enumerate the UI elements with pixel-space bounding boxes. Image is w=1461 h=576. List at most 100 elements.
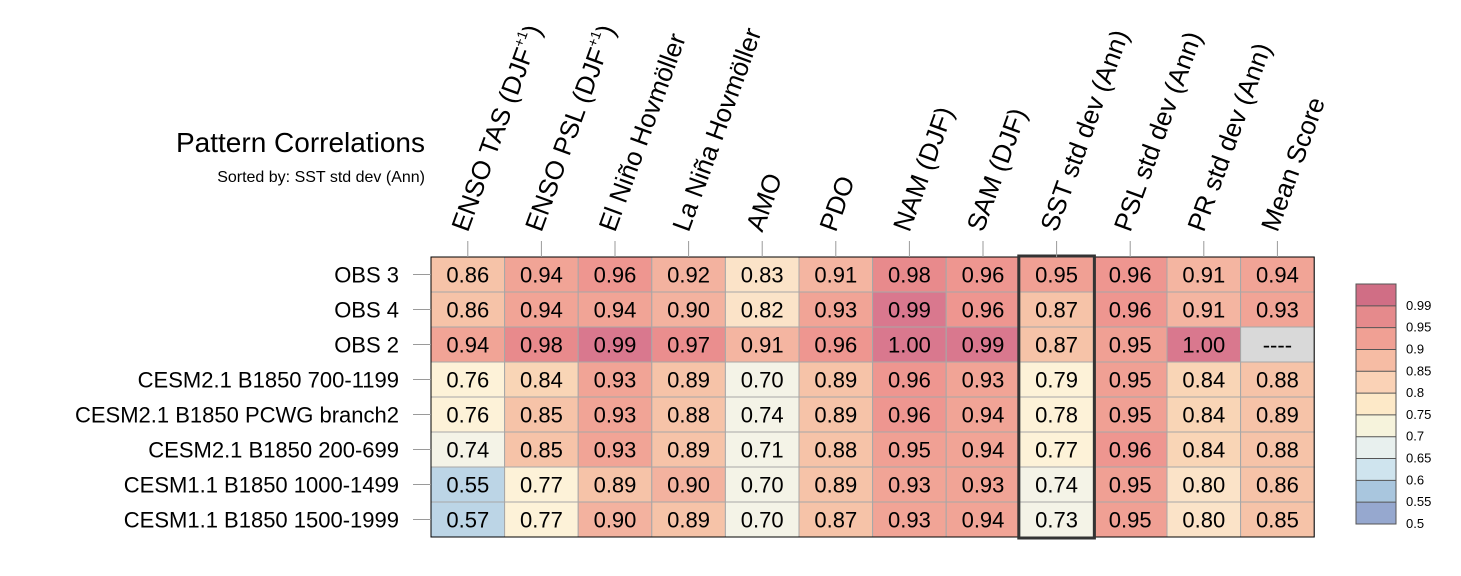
column-label: NAM (DJF): [887, 103, 960, 235]
column-label-part: Mean Score: [1255, 93, 1331, 235]
cell-value: 0.94: [962, 403, 1005, 428]
cell-value: 0.87: [1035, 298, 1078, 323]
cell-value: 0.91: [1182, 263, 1225, 288]
column-label-part: +1: [584, 28, 605, 49]
heatmap-cell: [430, 501, 506, 538]
cell-value: 0.74: [741, 403, 784, 428]
cell-value: 0.96: [1109, 438, 1152, 463]
cell-value: 0.74: [446, 438, 489, 463]
heatmap-cell: [872, 431, 947, 468]
cell-value: 0.89: [814, 473, 857, 498]
colorbar-label: 0.65: [1406, 451, 1431, 466]
cell-value: 0.94: [962, 438, 1005, 463]
column-label-part: AMO: [740, 169, 788, 235]
cell-value: 0.93: [1256, 298, 1299, 323]
cell-value: 0.95: [1109, 473, 1152, 498]
colorbar-label: 0.75: [1406, 407, 1431, 422]
cell-value: 0.85: [520, 438, 563, 463]
cell-value: 0.73: [1035, 508, 1078, 533]
heatmap-cell: [430, 256, 506, 293]
cell-value: 0.87: [1035, 333, 1078, 358]
heatmap-cell: [1019, 256, 1094, 293]
cell-value: 0.93: [962, 368, 1005, 393]
row-labels: OBS 3 OBS 4 OBS 2 CESM2.1 B1850 700-1199 CES…: [75, 263, 431, 533]
cell-value: 0.96: [814, 333, 857, 358]
colorbar-segment: [1356, 305, 1396, 328]
heatmap-cell: [1166, 326, 1242, 363]
cell-value: ----: [1263, 333, 1292, 358]
heatmap-cell: [651, 326, 726, 363]
colorbar-segment: [1356, 349, 1396, 372]
cell-value: 0.99: [962, 333, 1005, 358]
cell-value: 0.94: [594, 298, 637, 323]
colorbar-frame: [1355, 283, 1397, 525]
heatmap-cell: [1092, 501, 1168, 538]
cell-value: 0.91: [814, 263, 857, 288]
colorbar-label: 0.7: [1406, 429, 1424, 444]
cell-value: 0.71: [741, 438, 784, 463]
colorbar-segment: [1356, 436, 1396, 459]
heatmap-cell: [798, 396, 874, 433]
cell-value: 0.84: [520, 368, 563, 393]
heatmap-cell: [798, 291, 874, 328]
cell-value: 0.76: [446, 403, 489, 428]
heatmap-cell: [945, 501, 1021, 538]
cell-value: 0.99: [888, 298, 931, 323]
cell-value: 0.96: [962, 263, 1005, 288]
cell-value: 0.98: [520, 333, 563, 358]
cell-value: 0.91: [741, 333, 784, 358]
colorbar-segment: [1356, 327, 1396, 350]
colorbar: 0.99 0.95 0.9 0.85 0.8 0.75 0.7 0.65 0.6 0.55 0.5: [1355, 283, 1431, 531]
heatmap-cell: [577, 466, 653, 503]
cell-value: 0.99: [594, 333, 637, 358]
heatmap-cell: [651, 501, 726, 538]
cell-value: 0.84: [1182, 403, 1225, 428]
cell-value: 0.89: [667, 368, 710, 393]
column-label-part: PDO: [813, 172, 860, 235]
cell-value: 0.93: [594, 403, 637, 428]
cell-value: 0.77: [520, 473, 563, 498]
heatmap-cell: [724, 431, 800, 468]
row-label: CESM1.1 B1850 1000-1499: [124, 473, 399, 498]
heatmap-cell: [724, 501, 800, 538]
heatmap-cell: [1019, 501, 1094, 538]
cell-value: 0.91: [1182, 298, 1225, 323]
colorbar-segment: [1356, 502, 1396, 524]
column-label: PDO: [813, 172, 860, 235]
heatmap-cell: [430, 466, 506, 503]
cell-value: 0.94: [520, 298, 563, 323]
row-label: CESM2.1 B1850 700-1199: [138, 368, 399, 393]
cell-value: 0.90: [667, 473, 710, 498]
cell-value: 0.95: [1109, 508, 1152, 533]
cell-value: 1.00: [1182, 333, 1225, 358]
cell-value: 0.70: [741, 508, 784, 533]
cell-value: 0.87: [814, 508, 857, 533]
cell-value: 0.97: [667, 333, 710, 358]
cell-value: 0.90: [594, 508, 637, 533]
cell-value: 0.89: [814, 368, 857, 393]
colorbar-segment: [1356, 393, 1396, 415]
cell-value: 0.86: [446, 298, 489, 323]
cell-value: 0.88: [814, 438, 857, 463]
colorbar-label: 0.5: [1406, 516, 1424, 531]
cell-value: 0.96: [1109, 298, 1152, 323]
heatmap-cell: [1240, 361, 1315, 398]
heatmap-cell: [1092, 466, 1168, 503]
heatmap-cell: [1092, 291, 1168, 328]
cell-value: 0.96: [962, 298, 1005, 323]
row-label: CESM2.1 B1850 200-699: [148, 438, 399, 463]
cell-value: 0.80: [1182, 473, 1225, 498]
row-label: OBS 2: [334, 333, 399, 358]
colorbar-segment: [1356, 371, 1396, 394]
colorbar-label: 0.8: [1406, 385, 1424, 400]
heatmap-cells: 0.86 0.94 0.96 0.92 0.83 0.91 0.98 0.96 0.95 0.96…: [430, 254, 1315, 540]
colorbar-segment: [1356, 458, 1396, 481]
heatmap-cell: [1019, 431, 1094, 468]
title-block: Pattern Correlations Sorted by: SST std …: [0, 126, 425, 188]
cell-value: 0.88: [1256, 438, 1299, 463]
cell-value: 0.82: [741, 298, 784, 323]
cell-value: 0.77: [520, 508, 563, 533]
cell-value: 0.93: [962, 473, 1005, 498]
colorbar-label: 0.95: [1406, 320, 1431, 335]
cell-value: 0.57: [446, 508, 489, 533]
